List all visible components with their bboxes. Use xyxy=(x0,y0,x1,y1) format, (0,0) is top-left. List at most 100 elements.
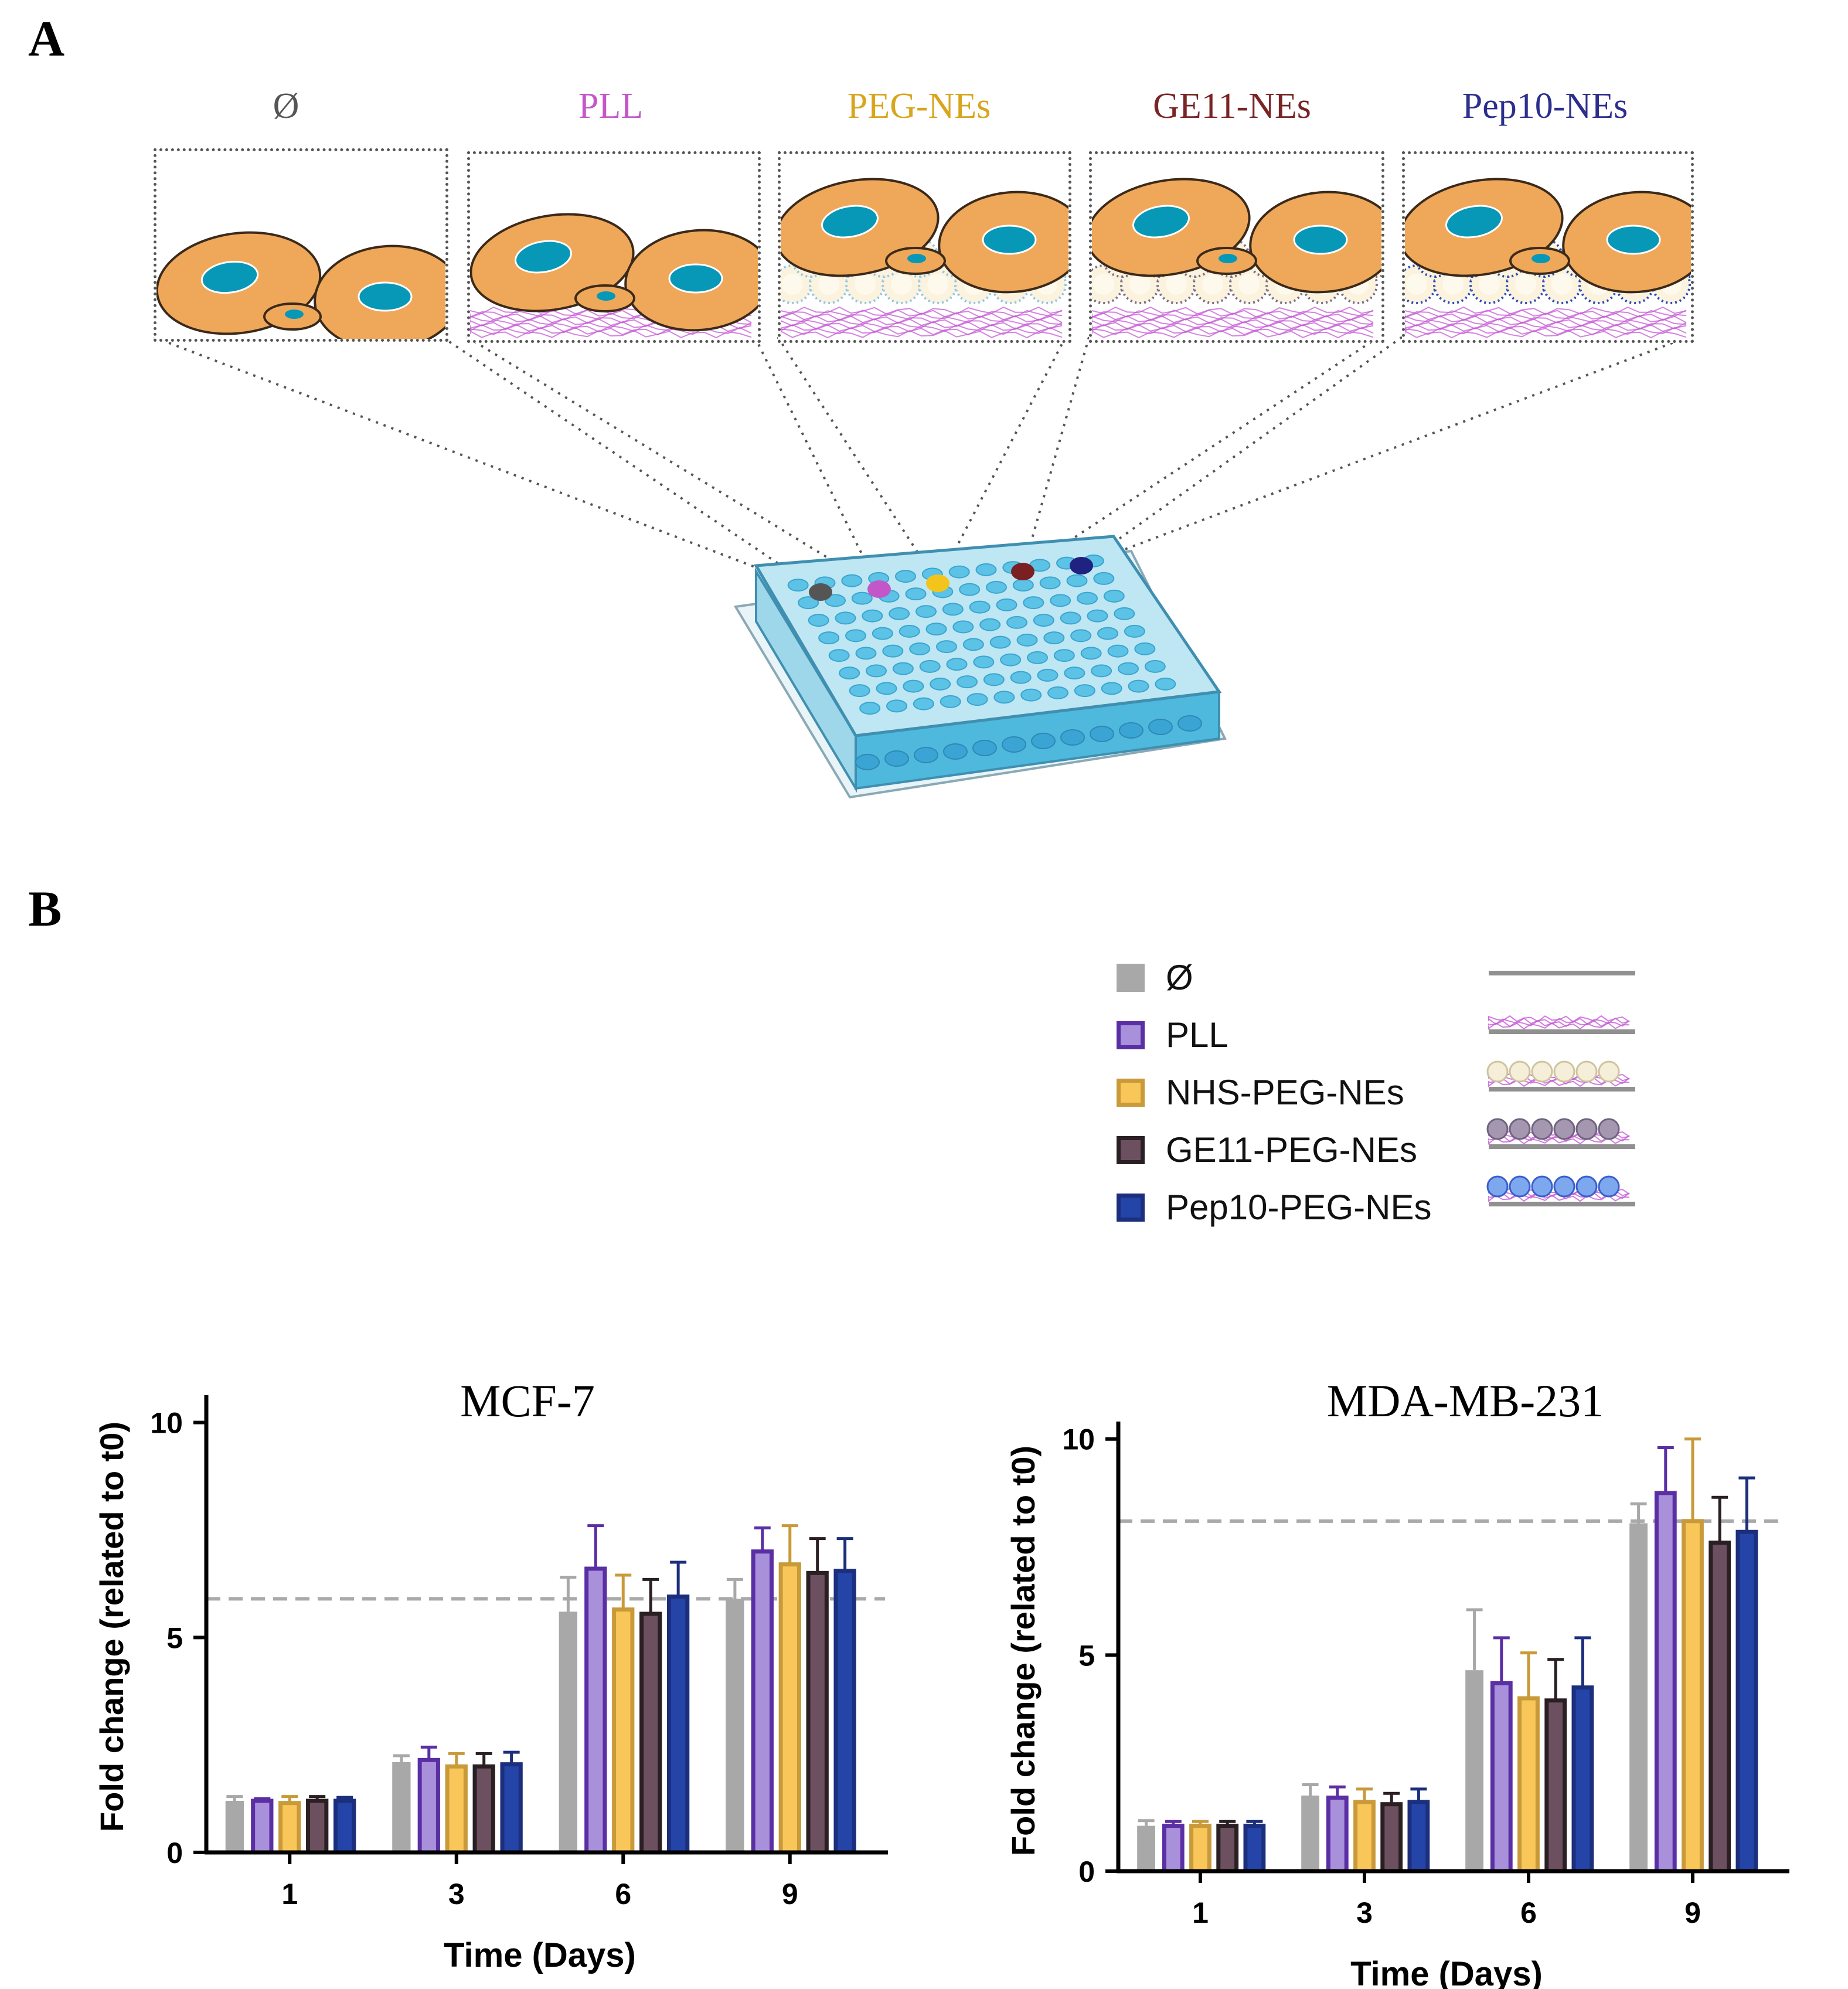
zoom-box-pep10-nes xyxy=(1402,151,1694,343)
bar-pll-day-1 xyxy=(1162,1824,1185,1874)
condition-label-ge11-nes: GE11-NEs xyxy=(1153,86,1311,126)
bar-pll-day-3 xyxy=(417,1757,440,1855)
colored-well-0 xyxy=(809,583,832,601)
bar-ge11-peg-nes-day-1 xyxy=(306,1798,329,1855)
bar-empty-day-6 xyxy=(1465,1670,1483,1871)
bar-pll-day-1 xyxy=(251,1798,274,1855)
bar-empty-day-9 xyxy=(726,1599,744,1852)
x-tick-label: 6 xyxy=(1520,1896,1537,1929)
bar-empty-day-1 xyxy=(1137,1825,1155,1871)
zoom-box-empty xyxy=(154,148,448,342)
condition-label-peg-nes: PEG-NEs xyxy=(847,86,991,126)
cells-on-peg-nes xyxy=(781,178,1068,339)
x-axis-label: Time (Days) xyxy=(444,1936,636,1974)
bar-nhs-peg-nes-day-6 xyxy=(1517,1696,1540,1874)
colored-well-2 xyxy=(926,574,949,592)
chart-mda-mb-231: 1 3 6 9 0 5 10 Time (Days) Fold change (related … xyxy=(1005,1422,1789,1989)
bar-pll-day-3 xyxy=(1326,1796,1349,1874)
colored-well-4 xyxy=(1070,557,1093,574)
cells-on-pll xyxy=(470,213,758,339)
bar-pep10-peg-nes-day-6 xyxy=(666,1594,690,1855)
surface-icon-ge11-peg-nes xyxy=(1486,1118,1635,1149)
plate-wells xyxy=(787,554,1202,770)
x-tick-label: 1 xyxy=(1192,1896,1209,1929)
y-tick-label: 5 xyxy=(166,1621,183,1654)
colored-well-1 xyxy=(867,580,891,598)
x-tick-label: 6 xyxy=(615,1878,631,1910)
bar-pep10-peg-nes-day-9 xyxy=(1735,1529,1758,1874)
bar-pll-day-6 xyxy=(584,1566,607,1855)
bar-ge11-peg-nes-day-1 xyxy=(1216,1824,1239,1874)
chart-mcf7: 1 3 6 9 0 5 10 Time (Days) Fold change (related … xyxy=(93,1395,888,1974)
x-tick-label: 1 xyxy=(281,1878,298,1910)
legend-label-pll: PLL xyxy=(1166,1015,1228,1055)
legend-label-empty: Ø xyxy=(1166,958,1193,997)
legend-swatch-empty xyxy=(1117,963,1145,992)
bar-ge11-peg-nes-day-9 xyxy=(1709,1541,1731,1874)
legend-swatch-pep10-peg-nes xyxy=(1117,1193,1145,1222)
y-tick-label: 10 xyxy=(150,1407,183,1440)
y-tick-label: 5 xyxy=(1078,1639,1095,1672)
legend-surface-icons xyxy=(1486,971,1635,1206)
bar-pll-day-9 xyxy=(751,1549,774,1855)
legend-item-nhs-peg-nes: NHS-PEG-NEs xyxy=(1117,1072,1404,1113)
surface-icon-pll xyxy=(1488,1015,1635,1034)
x-tick-label: 9 xyxy=(1684,1896,1701,1929)
legend-item-empty: Ø xyxy=(1117,957,1193,998)
legend-item-pep10-peg-nes: Pep10-PEG-NEs xyxy=(1117,1187,1432,1228)
bar-pep10-peg-nes-day-3 xyxy=(500,1762,523,1855)
y-tick-label: 0 xyxy=(1078,1855,1095,1888)
surface-icon-pep10-peg-nes xyxy=(1486,1175,1635,1206)
bar-ge11-peg-nes-day-6 xyxy=(1544,1698,1567,1874)
x-tick-label: 3 xyxy=(448,1878,465,1910)
bar-empty-day-3 xyxy=(1301,1795,1319,1871)
bar-pep10-peg-nes-day-1 xyxy=(333,1798,356,1855)
bar-pep10-peg-nes-day-3 xyxy=(1407,1800,1430,1874)
y-tick-label: 0 xyxy=(166,1837,183,1869)
cells-on-bare-surface xyxy=(156,231,445,339)
cells-on-pep10-nes xyxy=(1405,178,1691,339)
bar-ge11-peg-nes-day-6 xyxy=(639,1611,662,1855)
bar-nhs-peg-nes-day-9 xyxy=(1682,1519,1704,1874)
projection-lines xyxy=(153,336,1689,593)
condition-label-pep10-nes: Pep10-NEs xyxy=(1462,86,1628,126)
legend-swatch-pll xyxy=(1117,1021,1145,1049)
chart-title-mda: MDA-MB-231 xyxy=(1326,1375,1604,1426)
cells-on-ge11-nes xyxy=(1092,178,1381,339)
colored-well-3 xyxy=(1011,563,1034,580)
legend-swatch-nhs-peg-nes xyxy=(1117,1078,1145,1107)
bar-ge11-peg-nes-day-3 xyxy=(472,1764,495,1855)
y-axis-label: Fold change (related to t0) xyxy=(1005,1446,1042,1856)
bar-pep10-peg-nes-day-1 xyxy=(1243,1824,1266,1874)
colored-wells xyxy=(809,557,1093,601)
chart-title-mcf7: MCF-7 xyxy=(460,1375,595,1426)
zoom-box-pll xyxy=(467,151,761,343)
panel-a-letter: A xyxy=(28,11,65,67)
bar-pll-day-9 xyxy=(1654,1491,1677,1874)
x-axis-label: Time (Days) xyxy=(1350,1955,1543,1989)
condition-label-empty: Ø xyxy=(273,86,300,126)
bar-empty-day-1 xyxy=(225,1801,244,1852)
surface-icon-nhs-peg-nes xyxy=(1486,1060,1635,1092)
bar-pll-day-6 xyxy=(1490,1681,1513,1874)
legend-swatch-ge11-peg-nes xyxy=(1117,1135,1145,1164)
bar-ge11-peg-nes-day-3 xyxy=(1380,1802,1403,1874)
condition-label-pll: PLL xyxy=(578,86,644,126)
plate-illustration xyxy=(153,336,1689,799)
bar-nhs-peg-nes-day-1 xyxy=(1189,1824,1211,1874)
legend-label-ge11-peg-nes: GE11-PEG-NEs xyxy=(1166,1130,1417,1169)
y-tick-label: 10 xyxy=(1062,1423,1095,1456)
legend-item-ge11-peg-nes: GE11-PEG-NEs xyxy=(1117,1130,1417,1170)
bar-pep10-peg-nes-day-9 xyxy=(833,1569,856,1855)
bar-pep10-peg-nes-day-6 xyxy=(1571,1685,1594,1874)
bar-empty-day-3 xyxy=(392,1762,411,1852)
zoom-box-ge11-nes xyxy=(1089,151,1384,343)
bar-empty-day-9 xyxy=(1629,1523,1648,1871)
panel-b-letter: B xyxy=(28,880,62,937)
bar-nhs-peg-nes-day-3 xyxy=(1353,1800,1376,1874)
y-axis-label: Fold change (related to t0) xyxy=(93,1422,130,1832)
bar-ge11-peg-nes-day-9 xyxy=(806,1570,829,1855)
bar-nhs-peg-nes-day-9 xyxy=(778,1562,801,1855)
legend-label-nhs-peg-nes: NHS-PEG-NEs xyxy=(1166,1073,1404,1112)
legend-label-pep10-peg-nes: Pep10-PEG-NEs xyxy=(1166,1188,1432,1227)
